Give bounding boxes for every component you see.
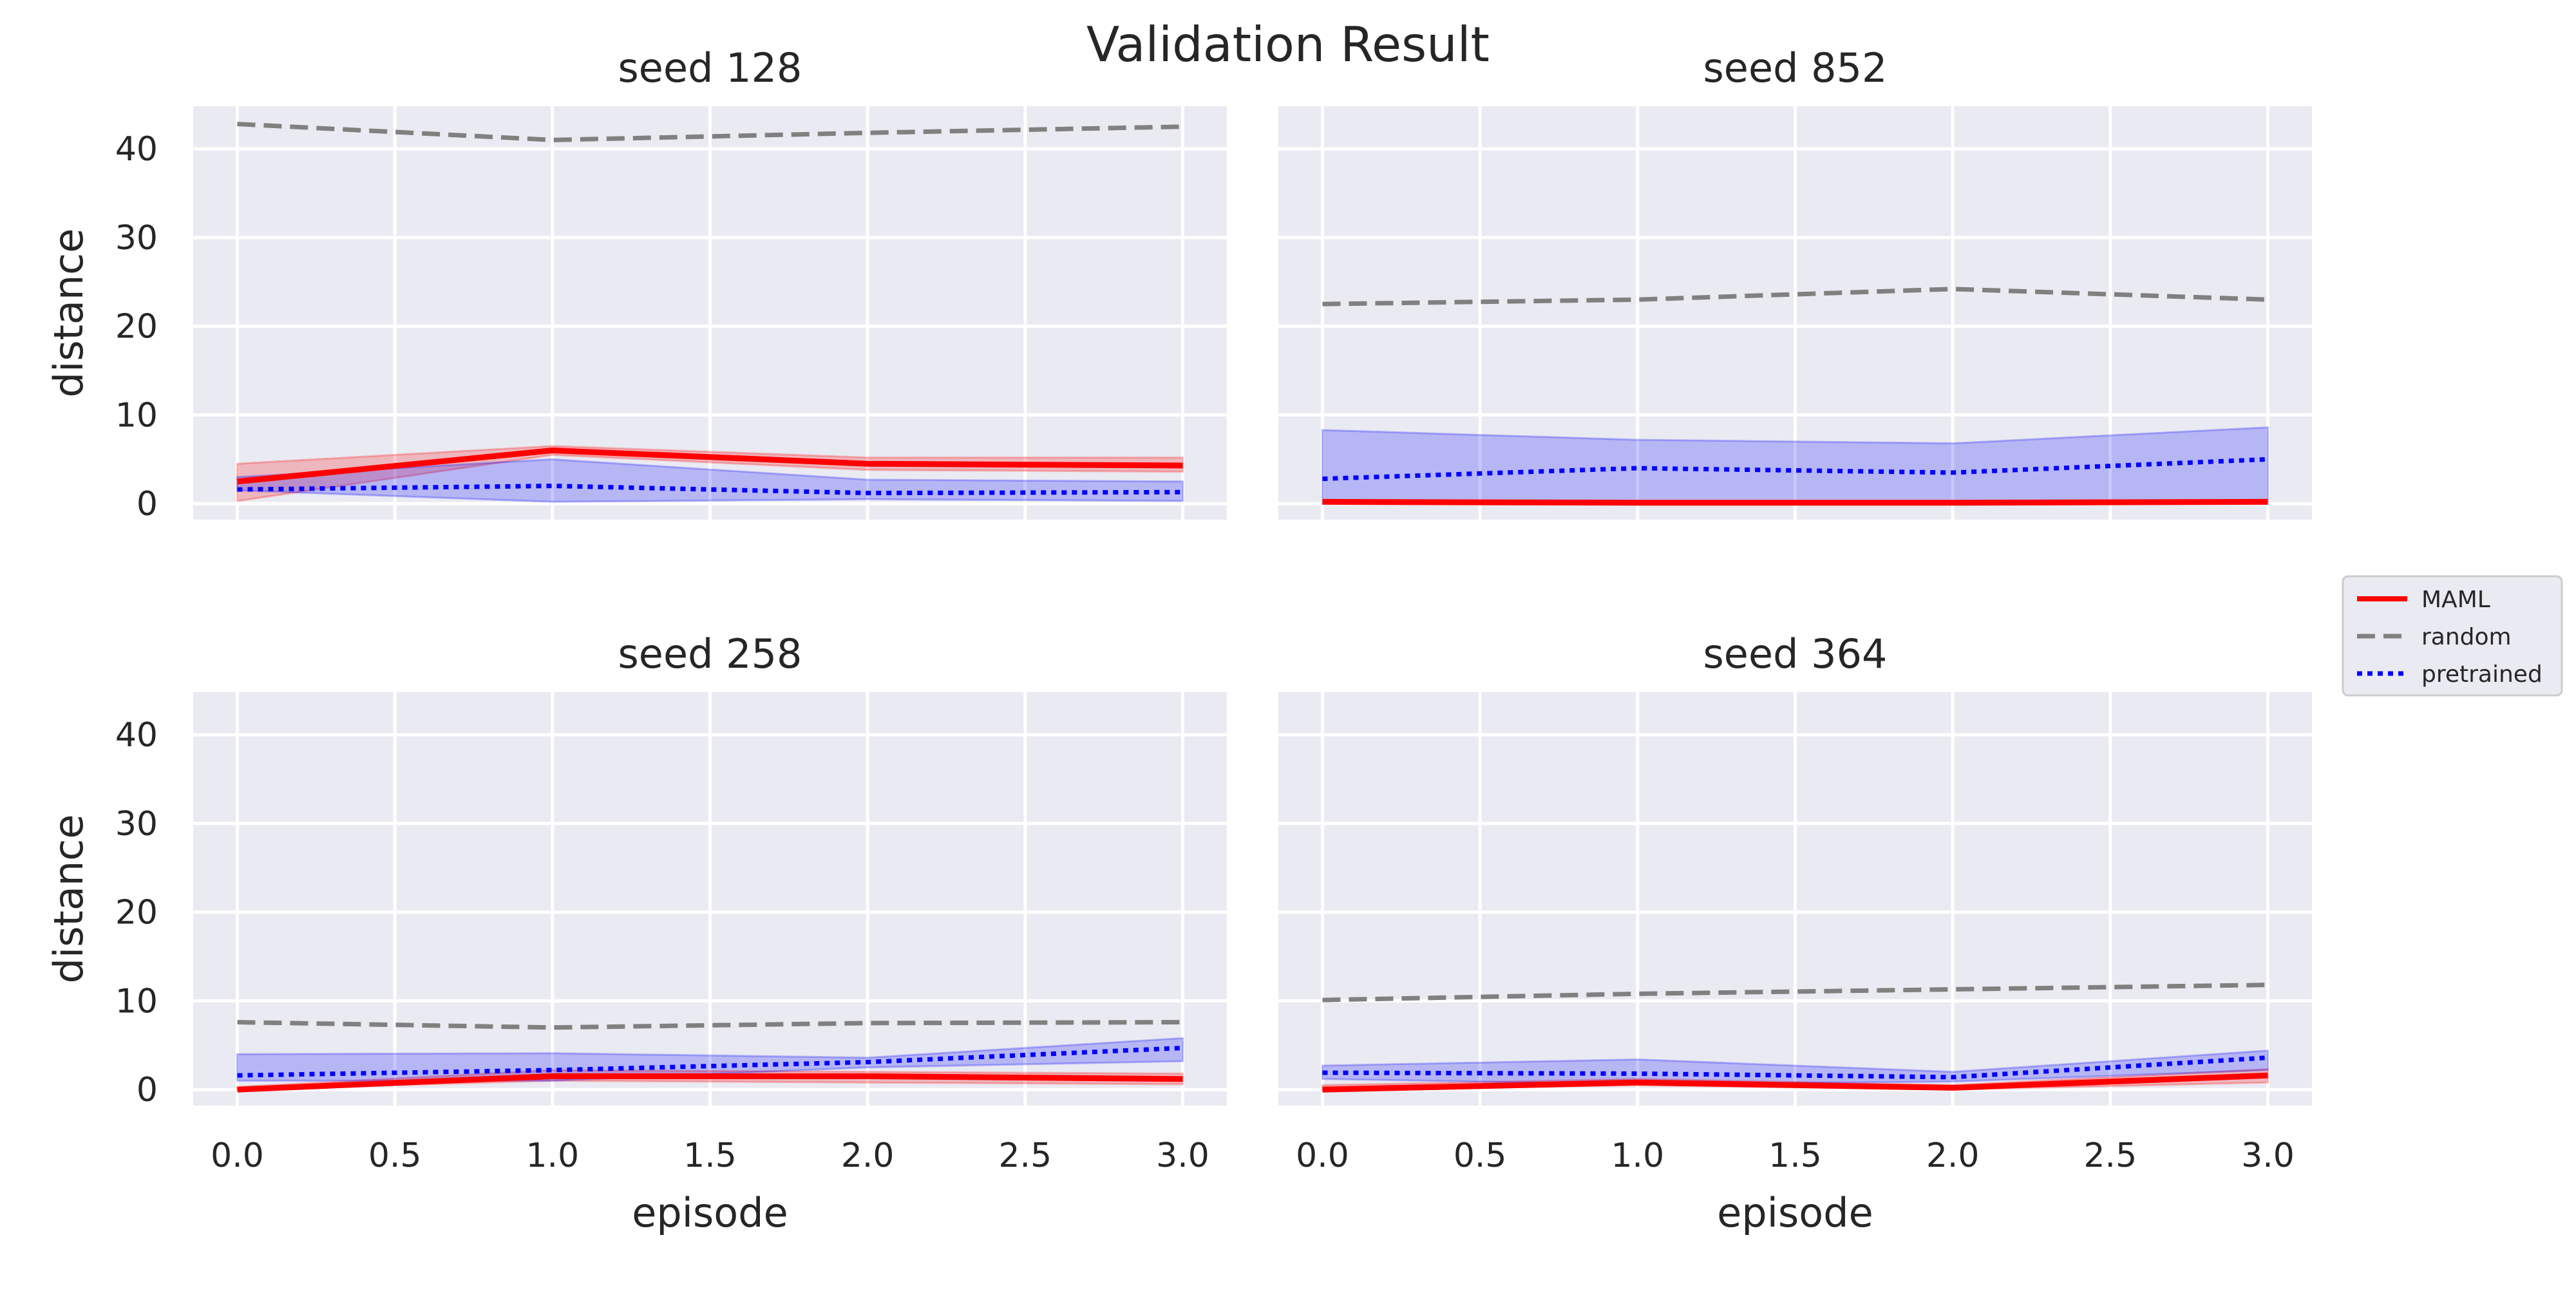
x-tick-label: 1.5 [683, 1136, 737, 1175]
panel-title: seed 852 [1703, 44, 1888, 91]
panel-3: seed 258 0 10 20 30 40 distance 0.0 0.5 1.0 1.5 2.0… [45, 630, 1227, 1236]
x-tick-label: 1.0 [526, 1136, 579, 1175]
x-tick-label: 2.0 [1926, 1136, 1980, 1175]
x-axis-label: episode [632, 1189, 788, 1236]
x-tick-label: 2.0 [841, 1136, 895, 1175]
x-tick-label: 2.5 [2083, 1136, 2137, 1175]
legend: MAML random pretrained [2342, 575, 2563, 697]
series-line-maml [237, 1073, 1183, 1093]
x-tick-label: 0.0 [211, 1136, 264, 1175]
y-tick-label: 30 [115, 805, 158, 843]
y-tick-label: 20 [115, 894, 158, 932]
chart-title: Validation Result [1086, 16, 1490, 73]
y-tick-label: 0 [137, 485, 158, 523]
panel-1: seed 128 0 10 20 30 40 distance [45, 44, 1227, 523]
series-line-pretrained [237, 484, 1183, 496]
series-line-pretrained [1322, 457, 2268, 482]
band-pretrained [1321, 1049, 2269, 1086]
panel-title: seed 128 [618, 44, 802, 91]
y-tick-label: 0 [137, 1071, 158, 1109]
panel-4: seed 364 0.0 0.5 1.0 1.5 2.0 2.5 3.0 episode [1278, 630, 2312, 1236]
panel-2: seed 852 [1278, 44, 2312, 520]
panel-title: seed 364 [1703, 630, 1888, 677]
y-tick-label: 10 [115, 396, 158, 435]
x-tick-label: 3.0 [2241, 1136, 2295, 1175]
y-tick-label: 30 [115, 219, 158, 258]
x-tick-label: 3.0 [1156, 1136, 1209, 1175]
x-tick-label: 0.0 [1296, 1136, 1349, 1175]
band-pretrained [236, 1037, 1184, 1082]
y-tick-label: 40 [115, 130, 158, 169]
y-axis-label: distance [45, 229, 92, 398]
series-line-maml [237, 448, 1183, 485]
legend-label-random: random [2421, 624, 2512, 650]
x-tick-label: 0.5 [1454, 1136, 1507, 1175]
y-tick-label: 40 [115, 716, 158, 755]
x-axis-label: episode [1717, 1189, 1873, 1236]
y-tick-label: 20 [115, 308, 158, 346]
y-tick-label: 10 [115, 982, 158, 1021]
series-line-pretrained [237, 1046, 1183, 1078]
legend-label-pretrained: pretrained [2421, 661, 2543, 688]
legend-label-maml: MAML [2421, 587, 2490, 613]
x-tick-label: 1.0 [1611, 1136, 1664, 1175]
panel-title: seed 258 [618, 630, 802, 677]
x-tick-label: 1.5 [1768, 1136, 1822, 1175]
x-tick-label: 2.5 [998, 1136, 1052, 1175]
x-tick-label: 0.5 [368, 1136, 422, 1175]
legend-box [2342, 575, 2563, 697]
y-axis-label: distance [45, 815, 92, 984]
series-line-maml [1322, 1072, 2268, 1093]
series-line-pretrained [1322, 1055, 2268, 1080]
band-pretrained [236, 458, 1184, 503]
